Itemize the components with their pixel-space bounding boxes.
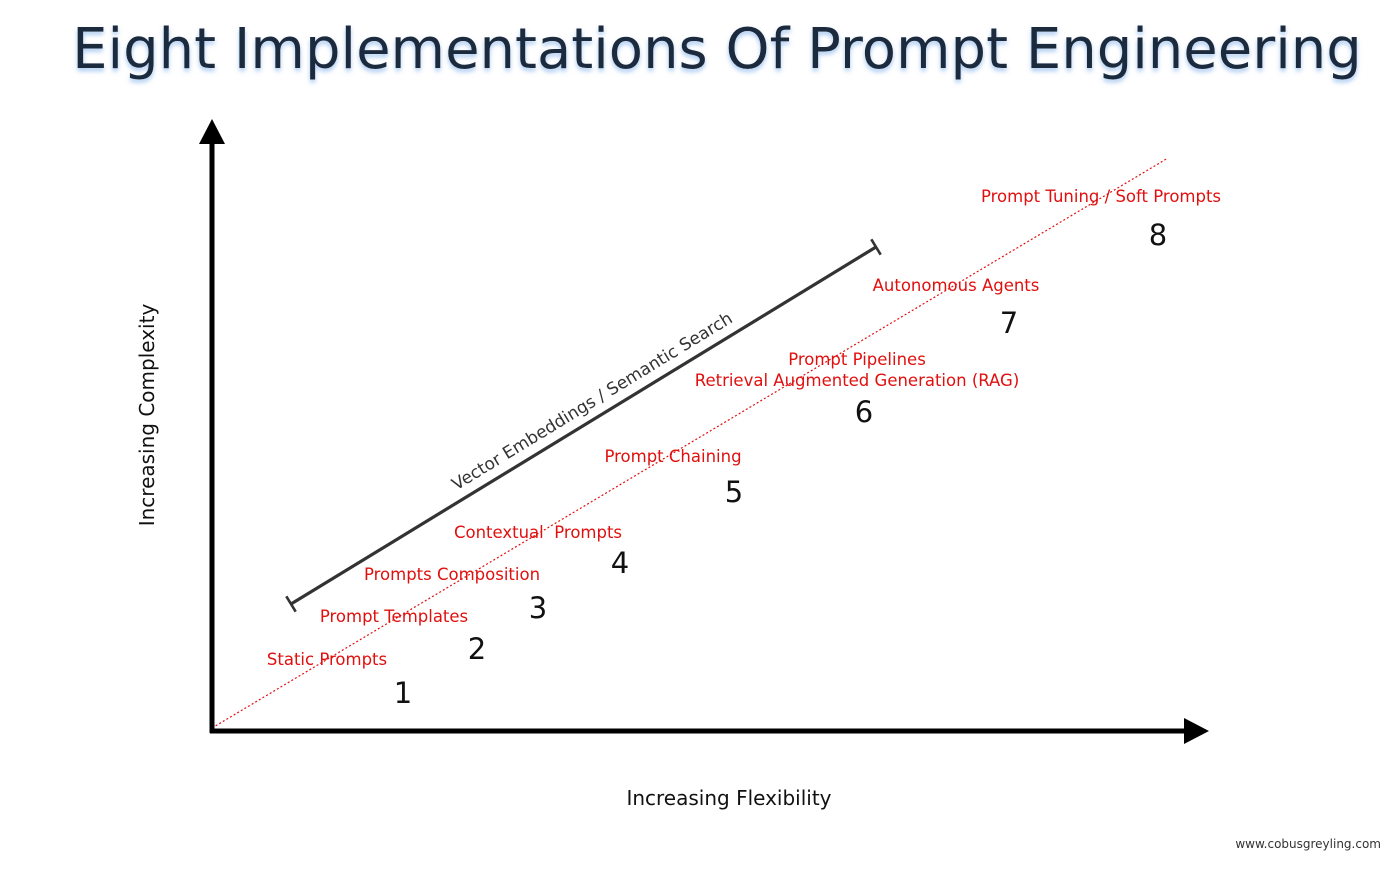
implementation-1: Static Prompts 1 — [267, 650, 412, 710]
implementation-5: Prompt Chaining 5 — [604, 447, 743, 509]
implementation-label: Prompt Pipelines — [788, 350, 926, 369]
site-credit: www.cobusgreyling.com — [1235, 837, 1381, 851]
implementation-label-secondary: Retrieval Augmented Generation (RAG) — [695, 371, 1020, 390]
implementation-number: 8 — [1149, 218, 1167, 252]
implementation-3: Prompts Composition 3 — [364, 565, 547, 625]
implementation-label: Prompt Tuning / Soft Prompts — [981, 187, 1221, 206]
y-axis-label: Increasing Complexity — [135, 304, 159, 527]
span-bar-cap-start — [285, 595, 297, 613]
span-bar: Vector Embeddings / Semantic Search — [285, 238, 882, 613]
implementation-label: Prompt Chaining — [604, 447, 741, 466]
span-bar-line — [290, 245, 877, 606]
implementation-label: Static Prompts — [267, 650, 387, 669]
y-axis-arrowhead — [199, 119, 225, 144]
span-bar-cap-end — [870, 238, 882, 256]
implementation-number: 1 — [394, 676, 412, 710]
implementation-4: Contextual Prompts 4 — [454, 523, 629, 580]
implementation-label: Prompt Templates — [320, 607, 468, 626]
implementation-number: 7 — [1000, 306, 1018, 340]
implementation-number: 2 — [468, 632, 486, 666]
span-bar-label: Vector Embeddings / Semantic Search — [449, 309, 737, 495]
y-axis — [199, 119, 225, 733]
implementation-label: Prompts Composition — [364, 565, 540, 584]
implementation-number: 5 — [725, 475, 743, 509]
trend-line — [211, 157, 1169, 729]
x-axis-arrowhead — [1184, 718, 1209, 744]
implementations: Static Prompts 1 Prompt Templates 2 Prom… — [267, 187, 1221, 710]
implementation-8: Prompt Tuning / Soft Prompts 8 — [981, 187, 1221, 252]
implementation-number: 6 — [855, 395, 873, 429]
x-axis-label: Increasing Flexibility — [626, 786, 831, 810]
implementation-label: Contextual Prompts — [454, 523, 622, 542]
diagram-title: Eight Implementations Of Prompt Engineer… — [72, 17, 1362, 82]
x-axis — [210, 718, 1209, 744]
implementation-number: 4 — [611, 546, 629, 580]
implementation-number: 3 — [529, 591, 547, 625]
implementation-7: Autonomous Agents 7 — [873, 276, 1040, 340]
implementation-6: Prompt Pipelines Retrieval Augmented Gen… — [695, 350, 1020, 429]
implementation-2: Prompt Templates 2 — [320, 607, 486, 666]
implementation-label: Autonomous Agents — [873, 276, 1040, 295]
